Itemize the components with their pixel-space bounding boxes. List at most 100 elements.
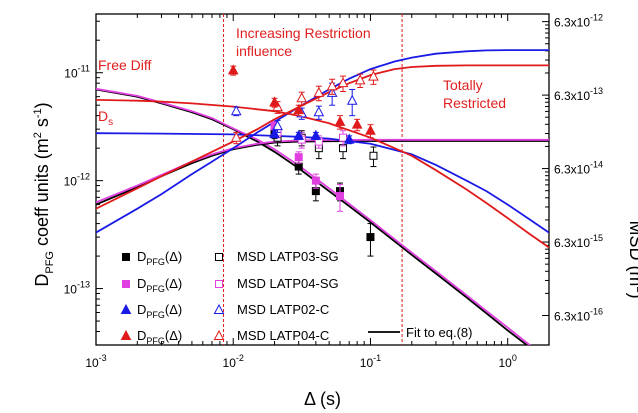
plot-frame xyxy=(95,13,550,346)
annotation-totally-1: Totally xyxy=(443,77,483,93)
y-tick-label-part: 10 xyxy=(64,283,78,297)
y2-tick-label-part: -12 xyxy=(590,13,603,23)
msd-point xyxy=(369,151,378,160)
legend-dpfg-label-part: D xyxy=(137,328,146,343)
legend-open-marker xyxy=(215,253,223,261)
y-axis-label-part: -1 xyxy=(32,108,44,118)
x-axis-label-part: Δ (s) xyxy=(304,389,341,409)
y-tick-label-part: -11 xyxy=(78,64,90,74)
legend-filled-marker xyxy=(120,329,132,340)
legend-dpfg-label: DPFG(Δ) xyxy=(137,276,182,294)
legend-series-label-part: MSD LATP04-C xyxy=(237,328,329,343)
legend-dpfg-label: DPFG(Δ) xyxy=(137,249,182,267)
y-axis-label-part: 2 xyxy=(32,132,44,138)
x-tick-label-part: -3 xyxy=(99,353,107,363)
dpfg-point xyxy=(351,118,363,129)
y-axis-label-part: s xyxy=(32,118,52,132)
y2-tick-label-part: 6.3x10 xyxy=(554,16,590,30)
legend-series-label: MSD LATP04-C xyxy=(237,328,329,343)
msd-point xyxy=(313,86,325,97)
y2-tick-label-part: 6.3x10 xyxy=(554,89,590,103)
dpfg-point xyxy=(336,192,345,201)
msd-point xyxy=(337,77,349,88)
dpfg-point xyxy=(294,153,303,162)
x-tick-label-part: -1 xyxy=(373,353,381,363)
y2-tick-label: 6.3x10-12 xyxy=(554,13,603,30)
y2-tick-label: 6.3x10-15 xyxy=(554,233,603,250)
msd-point xyxy=(339,133,348,142)
annotation-ds-part: s xyxy=(108,117,113,128)
fit-curve xyxy=(96,87,532,345)
annotation-increasing-2: influence xyxy=(236,43,292,59)
legend-series-label: MSD LATP03-SG xyxy=(237,249,339,264)
y-axis-label-part: ) xyxy=(32,102,52,108)
plot-area xyxy=(96,14,549,345)
legend-dpfg-label-part: PFG xyxy=(146,257,165,267)
y-axis-label-part: D xyxy=(32,274,52,287)
annotation-totally-2-part: Restricted xyxy=(443,95,506,111)
legend-series-label-part: MSD LATP03-SG xyxy=(237,249,339,264)
x-tick-label-part: 0 xyxy=(512,353,517,363)
dpfg-point xyxy=(293,129,305,140)
legend-filled-marker xyxy=(122,253,130,261)
legend-dpfg-label-part: (Δ) xyxy=(165,302,182,317)
x-tick-label-part: 10 xyxy=(85,356,99,370)
dpfg-point xyxy=(334,115,346,126)
legend-fit-label-part: Fit to eq.(8) xyxy=(406,325,472,340)
x-tick-label-part: 10 xyxy=(223,356,237,370)
msd-point xyxy=(368,70,379,81)
legend-dpfg-label-part: PFG xyxy=(146,284,165,294)
dpfg-point xyxy=(294,162,303,171)
dpfg-point xyxy=(311,176,320,185)
y2-tick-label-part: -13 xyxy=(590,86,603,96)
msd-point xyxy=(230,105,242,116)
y-axis-label-part: PFG xyxy=(44,251,56,274)
y2-axis-label-part: 2 xyxy=(634,286,638,292)
y2-tick-label-part: -15 xyxy=(590,233,603,243)
dpfg-point xyxy=(293,104,305,115)
fit-curve xyxy=(96,64,549,210)
y2-tick-label: 6.3x10-13 xyxy=(554,86,603,103)
annotation-free-diff-part: Free Diff xyxy=(98,57,152,73)
y2-axis-label: MSD (m2) xyxy=(626,220,638,298)
legend-dpfg-label-part: D xyxy=(137,276,146,291)
x-tick-label: 10-2 xyxy=(223,353,244,370)
annotation-increasing-1-part: Increasing Restriction xyxy=(236,25,371,41)
legend-dpfg-label-part: PFG xyxy=(146,310,165,320)
legend-dpfg-label-part: PFG xyxy=(146,336,165,346)
legend-fit-label: Fit to eq.(8) xyxy=(406,325,472,340)
msd-point xyxy=(313,106,325,117)
annotation-increasing-1: Increasing Restriction xyxy=(236,25,371,41)
annotation-free-diff: Free Diff xyxy=(98,57,152,73)
dpfg-point xyxy=(343,133,355,144)
legend-dpfg-label-part: D xyxy=(137,249,146,264)
y-tick-label: 10-13 xyxy=(64,280,90,297)
y-tick-label: 10-11 xyxy=(64,64,90,81)
legend-series-label: MSD LATP04-SG xyxy=(237,276,339,291)
x-axis-label: Δ (s) xyxy=(304,389,341,409)
dpfg-point xyxy=(365,124,376,135)
legend-dpfg-label: DPFG(Δ) xyxy=(137,328,182,346)
y2-tick-label-part: 6.3x10 xyxy=(554,163,590,177)
annotation-ds: Ds xyxy=(98,108,113,128)
legend-series-label-part: MSD LATP02-C xyxy=(237,302,329,317)
y2-tick-label-part: -14 xyxy=(590,160,603,170)
legend-dpfg-label-part: (Δ) xyxy=(165,276,182,291)
x-tick-label-part: 10 xyxy=(499,356,513,370)
y-tick-label: 10-12 xyxy=(64,172,90,189)
msd-point xyxy=(326,80,338,91)
msd-point xyxy=(354,74,366,85)
annotation-totally-1-part: Totally xyxy=(443,77,483,93)
dpfg-point xyxy=(310,129,322,140)
dpfg-point xyxy=(269,128,280,139)
legend-dpfg-label: DPFG(Δ) xyxy=(137,302,182,320)
x-tick-label-part: -2 xyxy=(236,353,244,363)
msd-point xyxy=(272,120,283,131)
dpfg-point xyxy=(366,233,375,242)
fit-curve xyxy=(96,88,529,345)
y2-tick-label: 6.3x10-14 xyxy=(554,160,603,177)
legend-open-marker xyxy=(213,329,225,340)
annotation-increasing-2-part: influence xyxy=(236,43,292,59)
annotation-totally-2: Restricted xyxy=(443,95,506,111)
